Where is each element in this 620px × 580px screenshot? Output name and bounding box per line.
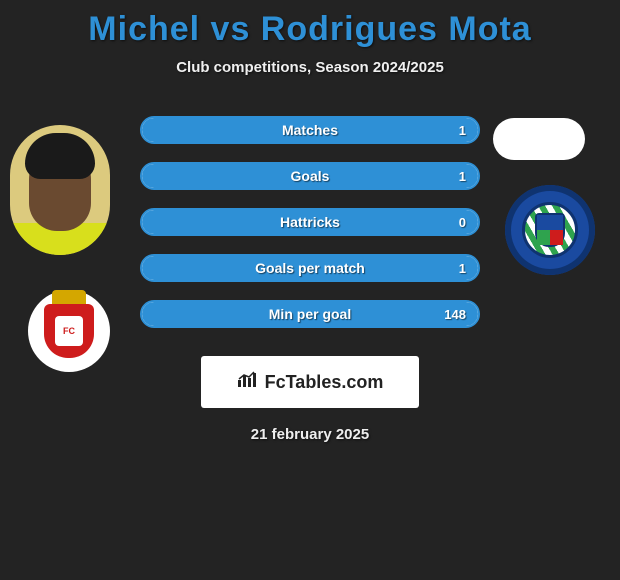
club-badge-right — [500, 180, 600, 280]
stat-label: Hattricks — [280, 214, 340, 230]
brand-label: FcTables.com — [265, 372, 384, 393]
stats-container: Matches 1 Goals 1 Hattricks 0 Goals per … — [140, 116, 480, 328]
stat-right-value: 1 — [459, 169, 466, 184]
stat-row: Min per goal 148 — [140, 300, 480, 328]
stat-right-value: 1 — [459, 123, 466, 138]
club-badge-left: FC — [28, 290, 110, 372]
brand-box[interactable]: FcTables.com — [201, 356, 419, 408]
stat-label: Goals — [291, 168, 330, 184]
stat-row: Goals per match 1 — [140, 254, 480, 282]
stat-right-value: 148 — [444, 307, 466, 322]
porto-crest-icon — [505, 185, 595, 275]
page-title: Michel vs Rodrigues Mota — [0, 0, 620, 49]
stat-label: Matches — [282, 122, 338, 138]
player-left-hair — [25, 133, 95, 179]
player-left-photo — [10, 125, 110, 255]
stat-label: Goals per match — [255, 260, 365, 276]
subtitle: Club competitions, Season 2024/2025 — [0, 59, 620, 76]
penafiel-crest-icon: FC — [40, 298, 98, 364]
stat-right-value: 0 — [459, 215, 466, 230]
stat-row: Goals 1 — [140, 162, 480, 190]
player-right-photo — [493, 118, 585, 160]
chart-icon — [237, 370, 259, 394]
stat-row: Hattricks 0 — [140, 208, 480, 236]
stat-label: Min per goal — [269, 306, 351, 322]
date-line: 21 february 2025 — [0, 426, 620, 443]
stat-row: Matches 1 — [140, 116, 480, 144]
stat-right-value: 1 — [459, 261, 466, 276]
